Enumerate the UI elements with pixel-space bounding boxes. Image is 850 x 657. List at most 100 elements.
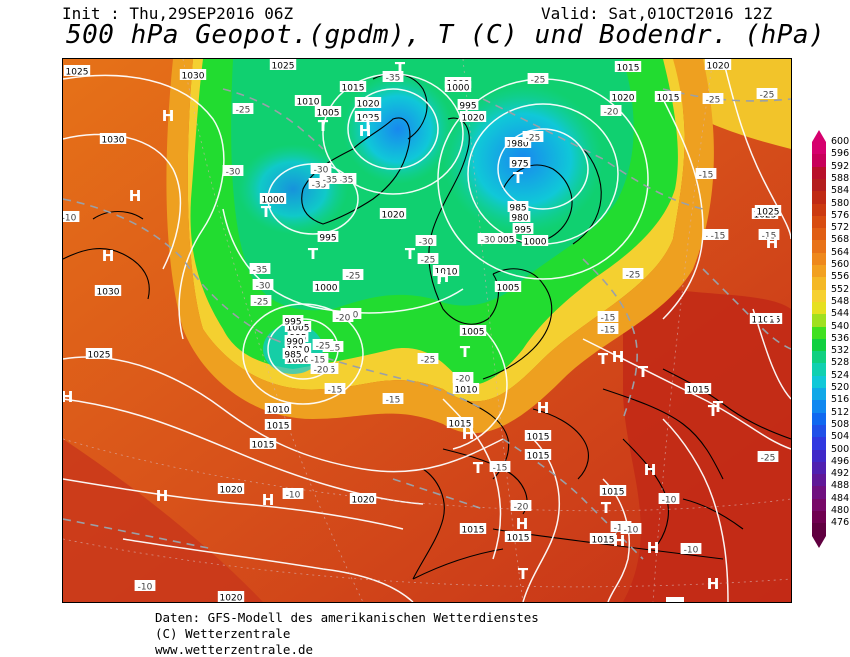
pressure-label-box <box>282 348 304 359</box>
low-pressure-marker: T <box>518 565 529 583</box>
pressure-label: 1020 <box>352 496 375 506</box>
pressure-label: 995 <box>514 226 531 236</box>
pressure-label-box <box>512 223 534 234</box>
temp-label-box <box>324 383 346 394</box>
temp-label: -15 <box>601 326 616 336</box>
temp-label: -25 <box>421 356 436 366</box>
temp-label-box <box>695 168 717 179</box>
high-pressure-marker: H <box>613 532 626 550</box>
scale-label: 576 <box>831 209 850 221</box>
pressure-label: 1015 <box>592 536 615 546</box>
coastlines <box>63 73 791 580</box>
pressure-label: 1015 <box>687 386 710 396</box>
temp-label: -30 <box>226 168 241 178</box>
temp-label: -15 <box>493 464 508 474</box>
scale-label: 572 <box>831 222 850 234</box>
scale-label: 480 <box>831 505 850 516</box>
temp-label: -25 <box>236 106 251 116</box>
pressure-label-box <box>509 137 531 148</box>
temp-label: -10 <box>62 214 77 224</box>
pressure-label: 1000 <box>524 238 547 248</box>
scale-swatch <box>812 351 826 364</box>
pressure-label: 1015 <box>527 433 550 443</box>
scale-swatch <box>812 338 826 352</box>
pressure-label-box <box>524 449 552 460</box>
temp-label: -25 <box>421 256 436 266</box>
low-pressure-marker: T <box>638 363 649 381</box>
low-pressure-marker: T <box>261 203 272 221</box>
temp-label-box <box>332 311 354 322</box>
scale-swatch <box>812 215 826 229</box>
scale-swatch <box>812 363 826 377</box>
temp-label: -35 <box>253 266 268 276</box>
pressure-label-box <box>354 97 382 108</box>
pressure-label-box <box>452 383 480 394</box>
pressure-label: 1015 <box>342 84 365 94</box>
temp-label-box <box>335 173 357 184</box>
temperature-labels: -35-25-25-25-25-30-30-35-35-30-30-25-25-… <box>62 71 780 593</box>
pressure-label: 1020 <box>707 62 730 72</box>
scale-swatch <box>812 154 826 168</box>
pressure-label: 1025 <box>272 62 295 72</box>
temp-label-box <box>707 229 729 240</box>
temp-label: -15 <box>762 232 777 242</box>
pressure-label-box <box>94 285 122 296</box>
scale-label: 516 <box>831 394 850 406</box>
scale-swatch <box>812 301 826 315</box>
high-pressure-marker: H <box>766 310 779 328</box>
temp-label: -30 <box>419 238 434 248</box>
temp-label-box <box>702 93 724 104</box>
temp-label-box <box>319 173 341 184</box>
low-pressure-marker: T <box>598 350 609 368</box>
orange-band <box>166 59 714 434</box>
scale-label: 584 <box>831 185 850 197</box>
temp-label-box <box>622 268 644 279</box>
pressure-label-box <box>339 81 367 92</box>
pressure-label-box <box>704 59 732 70</box>
temp-label: -20 <box>314 366 329 376</box>
scale-swatch <box>812 486 826 500</box>
init-time: Init : Thu,29SEP2016 06Z <box>62 4 294 23</box>
high-pressure-marker: H <box>162 107 175 125</box>
scale-swatch <box>812 178 826 192</box>
pressure-label: 995 <box>319 234 336 244</box>
high-pressure-marker: H <box>647 539 660 557</box>
scale-swatch <box>812 265 826 278</box>
temp-label: -20 <box>336 314 351 324</box>
temp-label: -30 <box>256 282 271 292</box>
scale-label: 580 <box>831 197 850 209</box>
pressure-label: 980 <box>511 214 528 224</box>
temp-label: -25 <box>760 91 775 101</box>
temp-label-box <box>342 269 364 280</box>
high-pressure-marker: H <box>262 491 275 509</box>
high-pressure-marker: H <box>612 348 625 366</box>
pressure-label: 995 <box>284 318 301 328</box>
pressure-label-box <box>217 591 245 602</box>
temp-label-box <box>382 393 404 404</box>
scale-swatch <box>812 461 826 475</box>
temp-label-box <box>510 500 532 511</box>
pressure-label-box <box>509 211 531 222</box>
pressure-label: 1020 <box>612 94 635 104</box>
high-pressure-marker: H <box>156 487 169 505</box>
scale-swatch <box>812 449 826 463</box>
low-pressure-marker: T <box>713 398 724 416</box>
scale-swatch <box>812 424 826 438</box>
scale-label: 600 <box>831 136 850 147</box>
pressure-label: 1015 <box>657 94 680 104</box>
footer-website[interactable]: www.wetterzentrale.de <box>155 642 314 657</box>
pressure-label: 1010 <box>435 268 458 278</box>
temp-label-box <box>282 488 304 499</box>
scale-label: 588 <box>831 172 850 184</box>
temp-label: -15 <box>699 171 714 181</box>
high-pressure-marker: H <box>62 388 73 406</box>
pressure-label: 1015 <box>507 534 530 544</box>
temp-label: -10 <box>662 496 677 506</box>
temp-label: -25 <box>316 342 331 352</box>
low-pressure-marker: T <box>460 343 471 361</box>
scale-label: 544 <box>831 308 850 320</box>
temp-label-box <box>312 339 334 350</box>
pressure-label: 1000 <box>447 84 470 94</box>
temp-label-box <box>597 323 619 334</box>
temp-label: -15 <box>601 314 616 324</box>
